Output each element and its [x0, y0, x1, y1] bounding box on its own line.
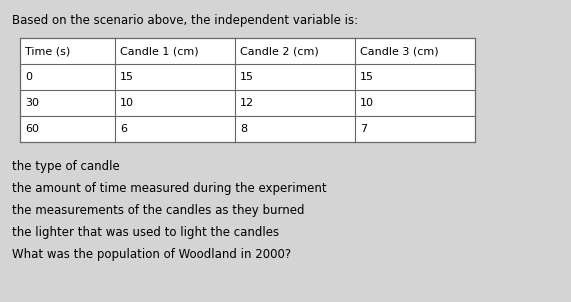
Text: 15: 15	[240, 72, 254, 82]
Text: 15: 15	[360, 72, 374, 82]
Text: the measurements of the candles as they burned: the measurements of the candles as they …	[12, 204, 304, 217]
Text: Candle 1 (cm): Candle 1 (cm)	[120, 46, 199, 56]
Text: Time (s): Time (s)	[25, 46, 70, 56]
Text: Candle 2 (cm): Candle 2 (cm)	[240, 46, 319, 56]
Text: the type of candle: the type of candle	[12, 160, 120, 173]
Text: 12: 12	[240, 98, 254, 108]
Text: 10: 10	[120, 98, 134, 108]
Bar	[20, 38, 475, 142]
Text: Based on the scenario above, the independent variable is:: Based on the scenario above, the indepen…	[12, 14, 358, 27]
Text: 10: 10	[360, 98, 374, 108]
Text: Candle 3 (cm): Candle 3 (cm)	[360, 46, 439, 56]
Text: What was the population of Woodland in 2000?: What was the population of Woodland in 2…	[12, 248, 291, 261]
Text: 15: 15	[120, 72, 134, 82]
Text: 0: 0	[25, 72, 32, 82]
Text: 60: 60	[25, 124, 39, 134]
Text: 6: 6	[120, 124, 127, 134]
Text: 8: 8	[240, 124, 247, 134]
Text: 30: 30	[25, 98, 39, 108]
Text: 7: 7	[360, 124, 367, 134]
Text: the lighter that was used to light the candles: the lighter that was used to light the c…	[12, 226, 279, 239]
Text: the amount of time measured during the experiment: the amount of time measured during the e…	[12, 182, 327, 195]
